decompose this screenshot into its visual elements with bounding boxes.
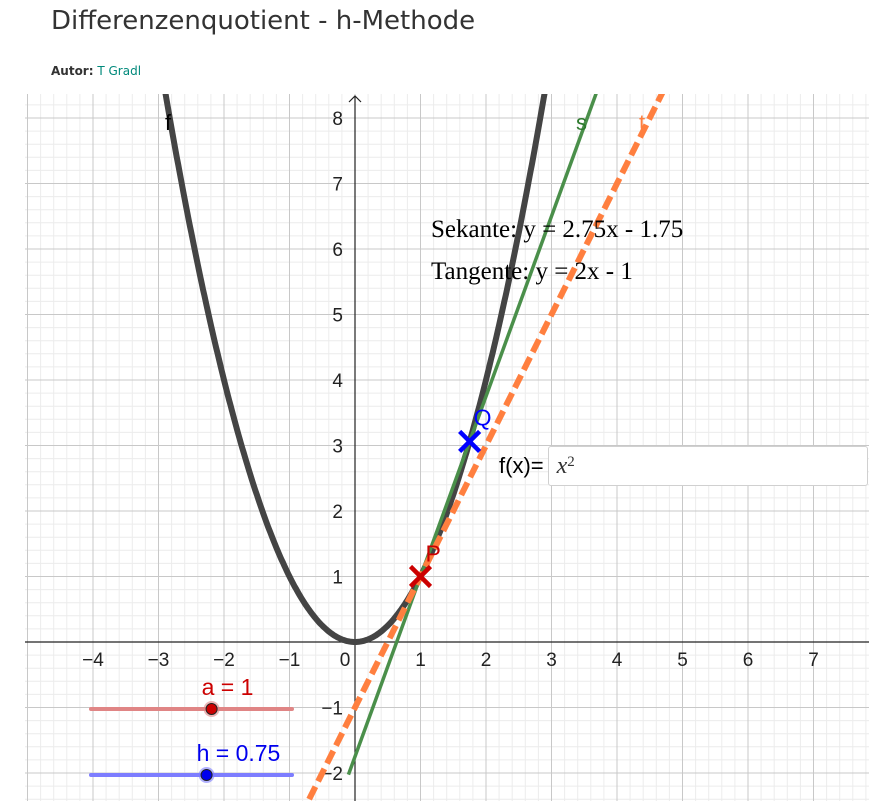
x-tick-label: −3	[148, 650, 170, 671]
x-tick-label: 3	[546, 650, 557, 671]
point-q-marker[interactable]	[458, 429, 482, 453]
secant-label: s	[576, 110, 587, 135]
point-p-label: P	[426, 541, 441, 567]
y-tick-label: 6	[332, 240, 343, 261]
function-input-exponent: 2	[567, 453, 575, 470]
y-tick-label: 7	[332, 175, 343, 196]
x-tick-label: −1	[279, 650, 301, 671]
x-tick-label: 1	[415, 650, 426, 671]
x-tick-label: 2	[481, 650, 492, 671]
x-tick-label: 0	[340, 650, 351, 671]
x-tick-label: 4	[612, 650, 623, 671]
x-tick-label: −2	[213, 650, 235, 671]
y-tick-label: 3	[332, 437, 343, 458]
secant-line[interactable]	[346, 94, 617, 776]
curve-label: f	[165, 110, 172, 135]
slider-h-label: h = 0.75	[197, 740, 281, 766]
x-tick-label: −4	[82, 650, 104, 671]
geogebra-applet[interactable]: −4 −3 −2 −1 0 1 2 3 4 5 6 7 8 7 6 5 4 3 2 1 −1 −2 f s t Sekante: …	[25, 94, 869, 801]
y-tick-label: 4	[332, 371, 343, 392]
y-tick-label: −1	[321, 699, 343, 720]
point-q-label: Q	[474, 404, 492, 430]
x-tick-label: 6	[743, 650, 754, 671]
author-link[interactable]: T Gradl	[97, 64, 142, 78]
point-p-marker[interactable]	[408, 564, 433, 589]
slider-a-knob[interactable]	[205, 703, 218, 715]
y-tick-label: 5	[332, 306, 343, 327]
tangent-equation: Tangente: y = 2x - 1	[431, 258, 633, 285]
secant-equation: Sekante: y = 2.75x - 1.75	[431, 216, 683, 243]
y-tick-label: 8	[332, 109, 343, 130]
graph-canvas[interactable]: −4 −3 −2 −1 0 1 2 3 4 5 6 7 8 7 6 5 4 3 2 1 −1 −2 f s t Sekante: …	[25, 94, 869, 801]
slider-a-label: a = 1	[202, 674, 254, 700]
author-line: Autor: T Gradl	[51, 64, 141, 78]
slider-h-knob[interactable]	[200, 769, 213, 781]
y-tick-label: 2	[332, 502, 343, 523]
parabola-curve[interactable]	[145, 94, 563, 645]
y-tick-label: −2	[321, 764, 343, 785]
page-title: Differenzenquotient - h-Methode	[51, 6, 476, 36]
y-axis-arrow	[348, 95, 362, 103]
x-tick-label: 7	[808, 650, 819, 671]
x-tick-label: 5	[677, 650, 688, 671]
function-input-base: x	[556, 452, 568, 479]
author-label: Autor:	[51, 64, 94, 78]
tangent-label: t	[639, 110, 645, 135]
function-input-label: f(x)=	[499, 453, 544, 478]
y-tick-label: 1	[332, 568, 343, 589]
